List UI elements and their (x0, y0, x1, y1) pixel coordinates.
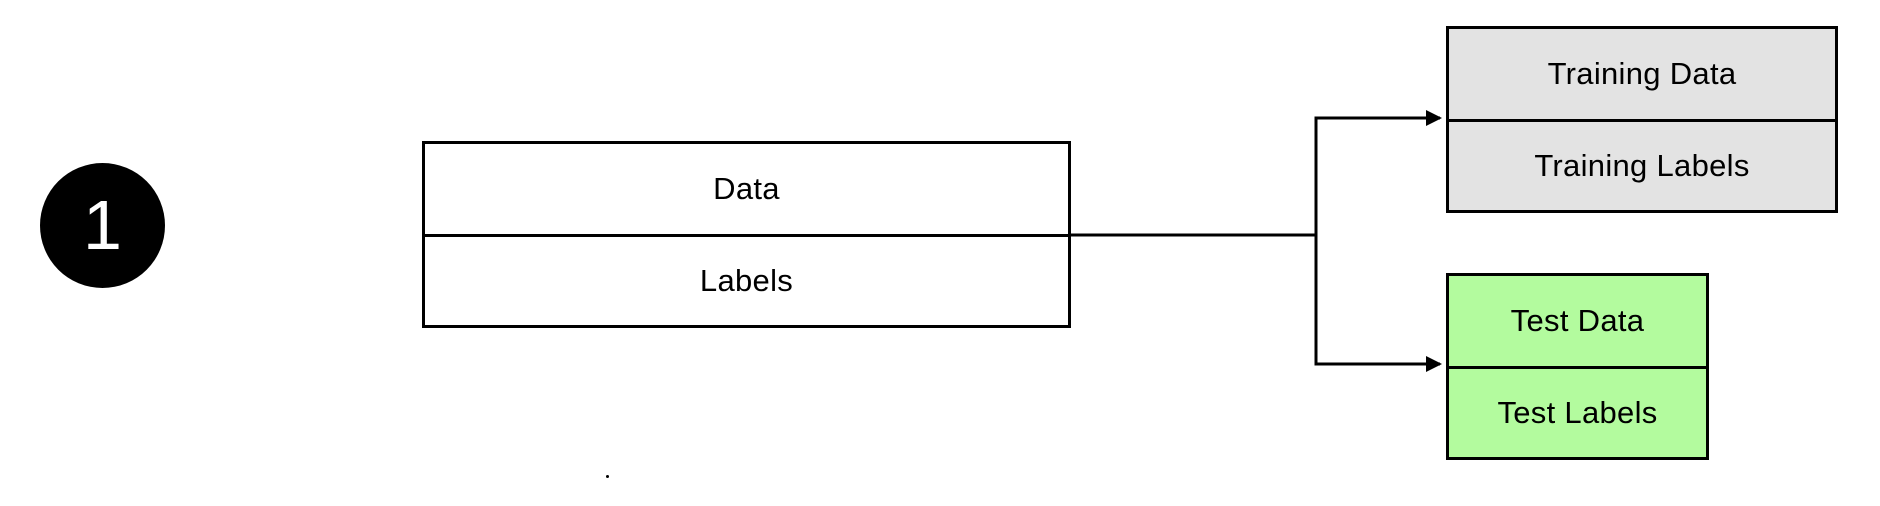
training-labels-label: Training Labels (1534, 148, 1750, 183)
test-labels-label: Test Labels (1497, 395, 1658, 430)
training-divider (1449, 119, 1835, 122)
arrow-head-test (1426, 356, 1442, 372)
source-labels-label: Labels (699, 263, 794, 298)
arrow-head-training (1426, 110, 1442, 126)
test-divider (1449, 366, 1706, 369)
training-data-label: Training Data (1547, 56, 1737, 91)
source-divider (425, 234, 1068, 237)
test-set-box: Test Data Test Labels (1446, 273, 1709, 460)
stray-dot (606, 475, 609, 478)
source-dataset-box: Data Labels (422, 141, 1071, 328)
training-set-box: Training Data Training Labels (1446, 26, 1838, 213)
source-data-label: Data (713, 171, 780, 206)
step-number-badge: 1 (40, 163, 165, 288)
test-data-label: Test Data (1510, 303, 1645, 338)
